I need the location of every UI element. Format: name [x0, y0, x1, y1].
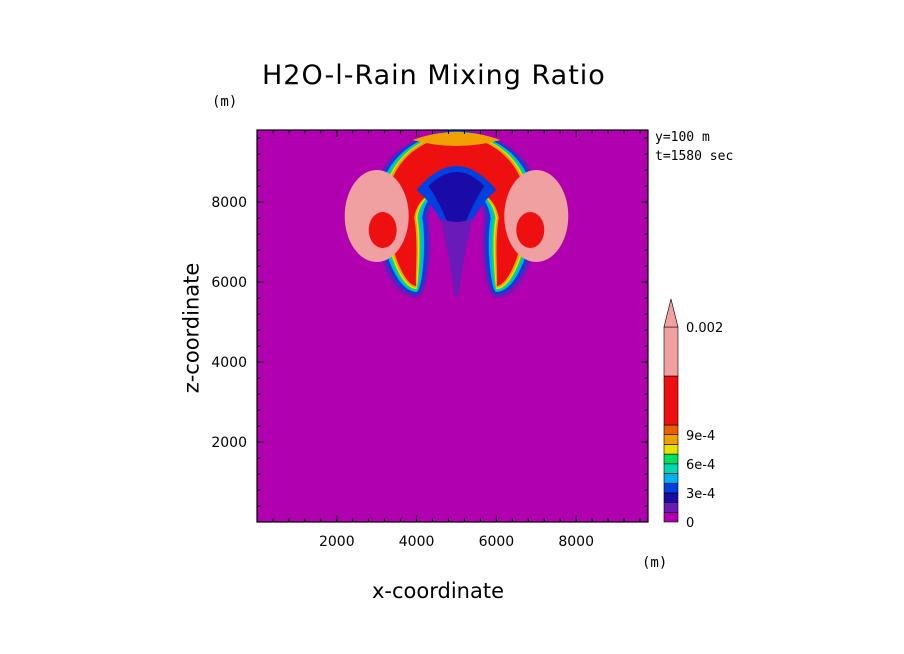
colorbar-segment — [663, 375, 679, 426]
rotor-core-0 — [368, 212, 397, 248]
colorbar-segment — [663, 511, 679, 523]
colorbar-segment — [663, 502, 679, 513]
y-tick-label: 2000 — [211, 435, 247, 451]
colorbar-label: 3e-4 — [686, 487, 715, 502]
y-tick-label: 8000 — [211, 195, 247, 211]
colorbar-segment — [663, 434, 679, 445]
central-core-inner — [428, 172, 485, 242]
colorbar-segment — [663, 482, 679, 494]
x-tick-label: 2000 — [319, 534, 355, 550]
colorbar-segment — [663, 453, 679, 465]
rotor-core-1 — [516, 212, 545, 248]
colorbar-extend-arrow — [663, 298, 679, 328]
y-slice-info: y=100 m — [655, 130, 710, 145]
colorbar-segment — [663, 444, 679, 455]
y-tick-label: 6000 — [211, 275, 247, 291]
y-tick-label: 4000 — [211, 355, 247, 371]
y-axis-unit: (m) — [212, 94, 238, 110]
x-tick-label: 8000 — [558, 534, 594, 550]
cap-band — [412, 132, 501, 146]
colorbar-segment — [663, 463, 679, 474]
stem — [440, 218, 473, 296]
colorbar-label: 0.002 — [686, 321, 723, 336]
time-info: t=1580 sec — [655, 149, 734, 164]
colorbar-segment — [663, 492, 679, 503]
x-axis-unit: (m) — [642, 555, 668, 571]
colorbar-label: 0 — [686, 516, 694, 531]
colorbar-label: 6e-4 — [686, 458, 715, 473]
colorbar-segment — [663, 424, 679, 435]
colorbar-label: 9e-4 — [686, 429, 715, 444]
x-tick-label: 6000 — [479, 534, 515, 550]
colorbar-segment — [663, 326, 679, 377]
chart-title: H2O-l-Rain Mixing Ratio — [262, 60, 606, 91]
x-axis-label: x-coordinate — [372, 579, 505, 603]
colorbar-segment — [663, 473, 679, 484]
plot-frame — [256, 129, 649, 523]
contour-ring-6 — [387, 136, 526, 286]
x-tick-label: 4000 — [399, 534, 435, 550]
